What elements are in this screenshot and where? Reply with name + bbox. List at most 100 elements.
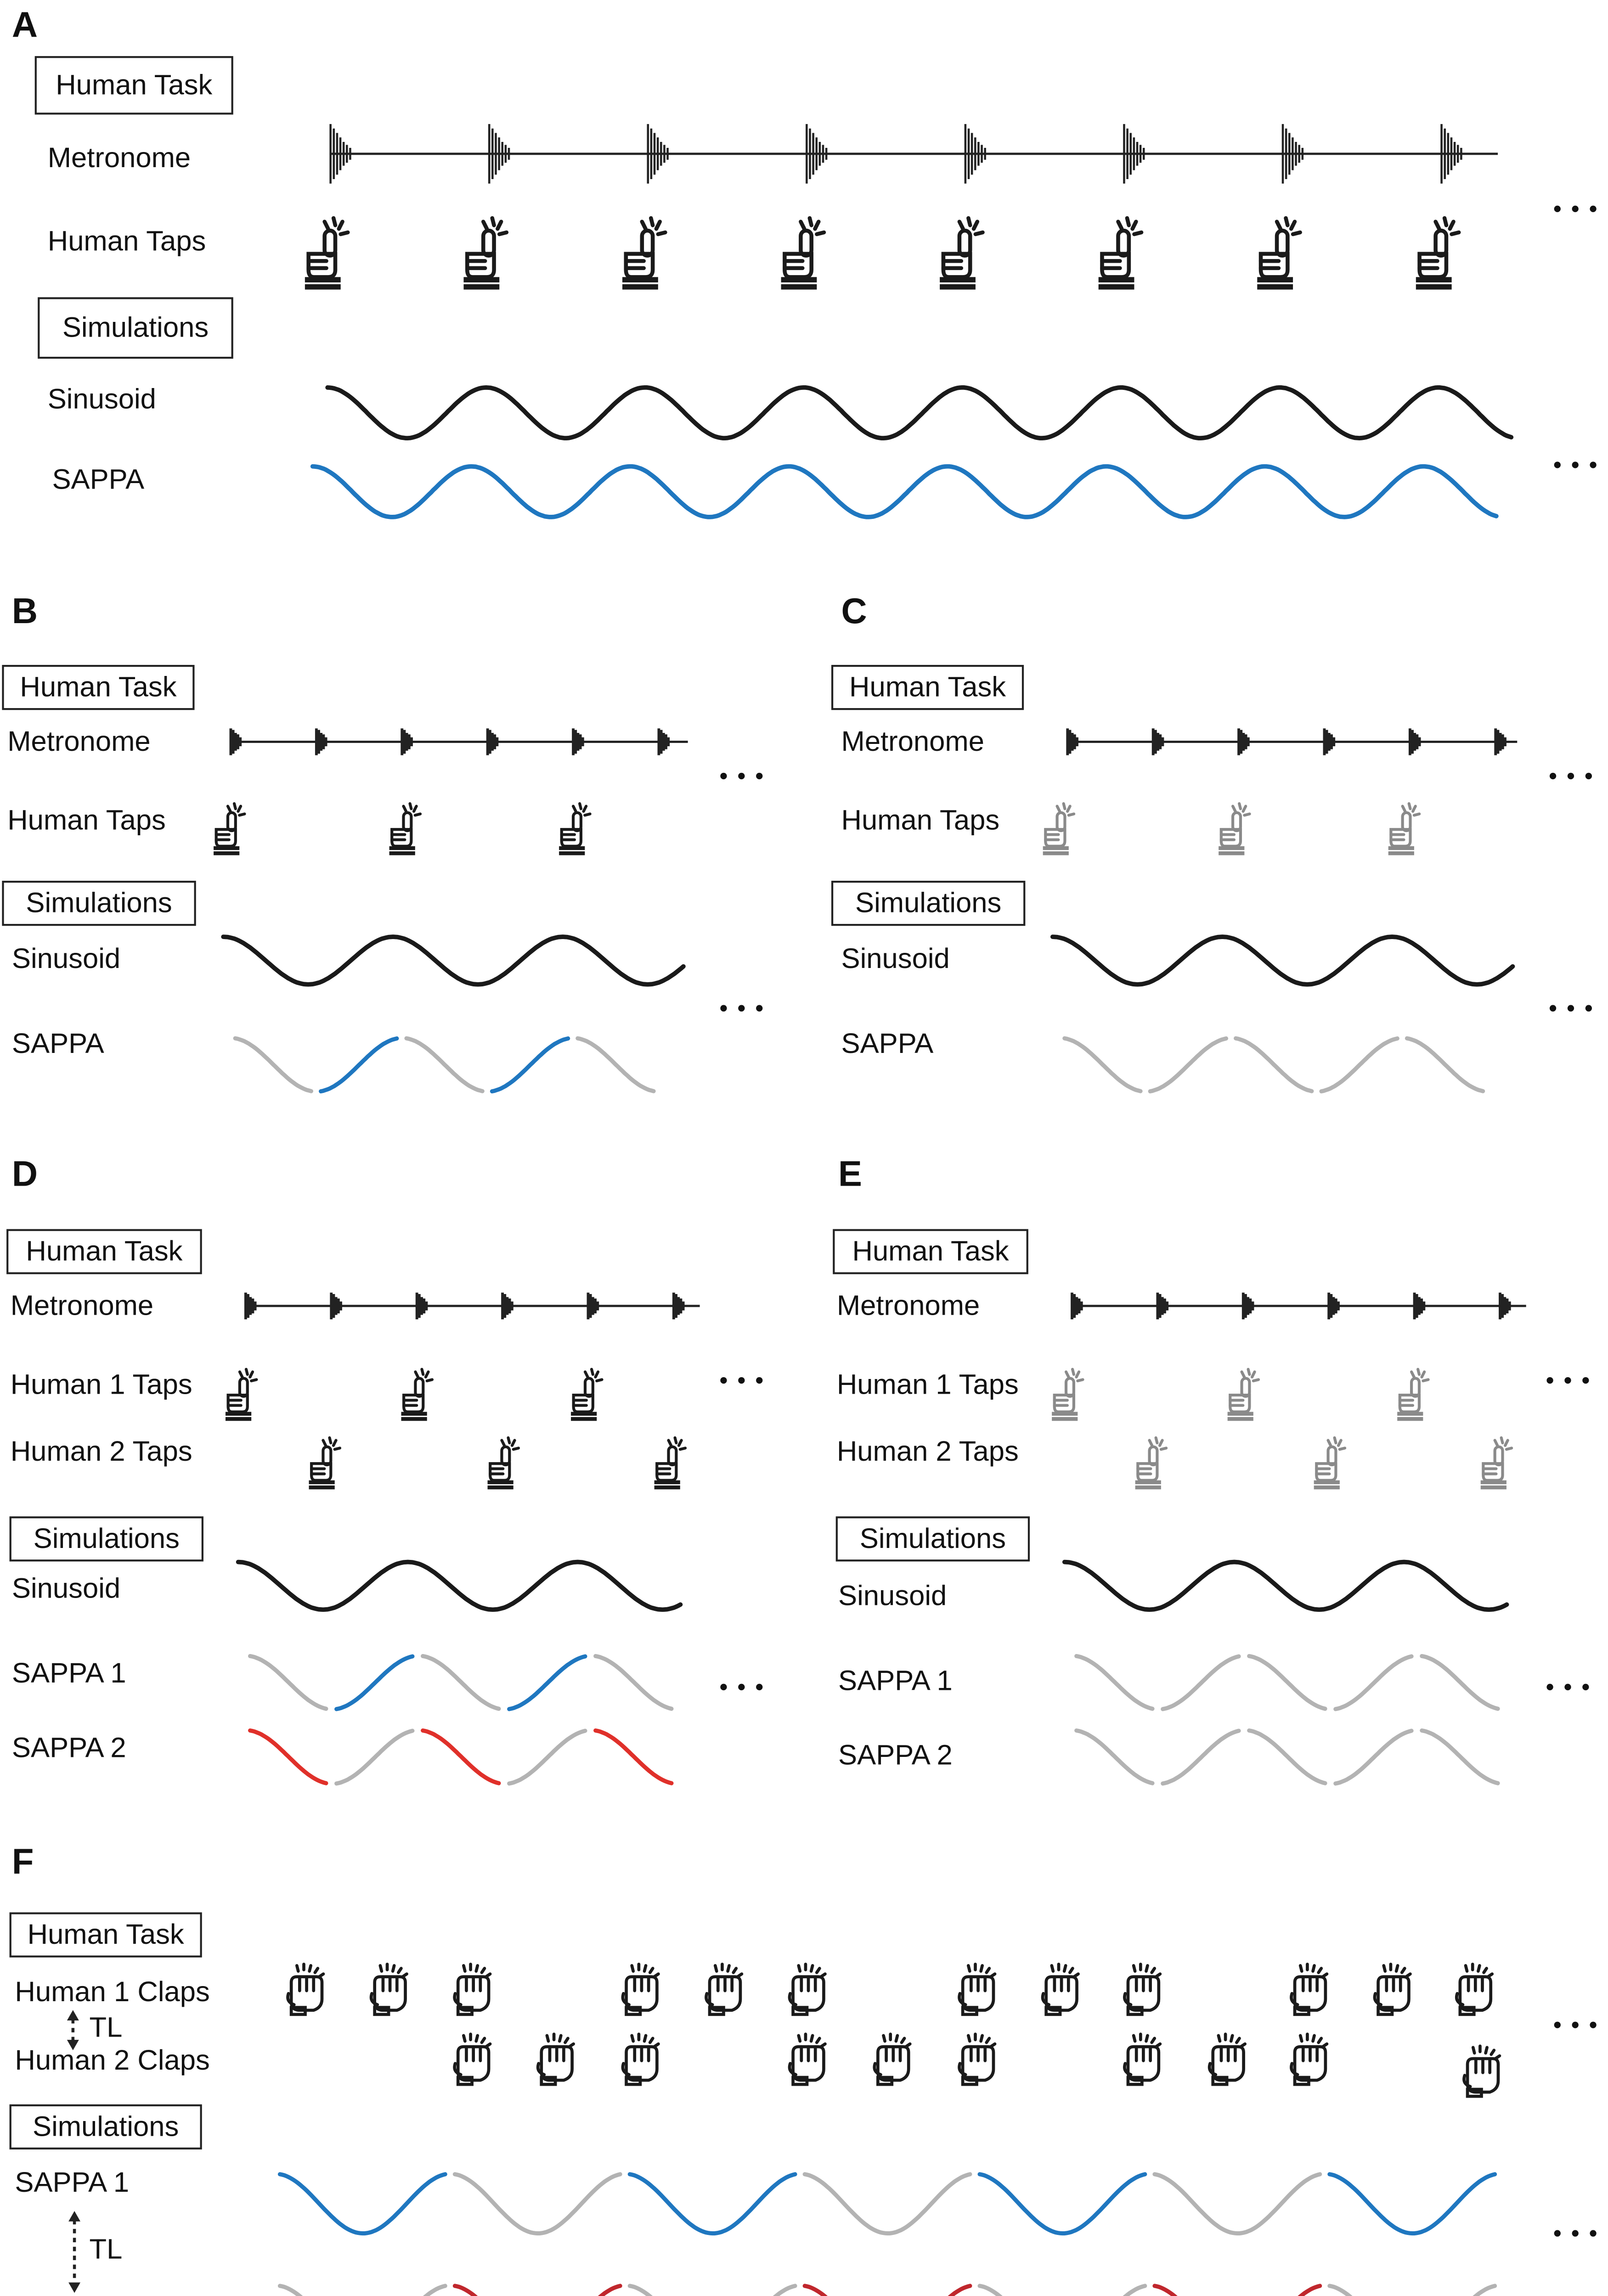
ellipsis-dot: [756, 772, 763, 780]
label: SAPPA 2: [838, 1739, 953, 1771]
label: Human 1 Taps: [11, 1368, 192, 1400]
clap-icon: [455, 1964, 490, 2014]
clap-icon: [1456, 1964, 1492, 2014]
ellipsis-dot: [1590, 2230, 1597, 2237]
wave: [452, 2284, 622, 2296]
wave: [507, 1728, 587, 1786]
ellipsis-dot: [1585, 772, 1592, 780]
label: Human 2 Taps: [11, 1435, 192, 1467]
wave: [1062, 1036, 1143, 1093]
ellipsis-dot: [720, 1377, 727, 1384]
ellipsis-dot: [1572, 205, 1579, 213]
label: TL: [90, 2234, 123, 2265]
wave: [1333, 1728, 1414, 1786]
wave: [1074, 1654, 1155, 1711]
arrow-head: [67, 2040, 79, 2050]
ellipsis-dot: [1572, 2021, 1579, 2028]
panel-label: D: [12, 1154, 38, 1194]
label: Human 2 Claps: [15, 2044, 209, 2076]
wave: [1234, 1036, 1314, 1093]
tap-icon: [389, 804, 420, 855]
box-label: Simulations: [855, 887, 1001, 919]
tap-icon: [214, 804, 244, 855]
box-label: Simulations: [33, 2110, 179, 2142]
ellipsis-dot: [1582, 1683, 1589, 1690]
ellipsis-dot: [1564, 1377, 1571, 1384]
wave: [236, 1559, 683, 1612]
wave: [1319, 1036, 1399, 1094]
wave: [593, 1654, 674, 1711]
tap-icon: [226, 1369, 256, 1421]
label-box: [831, 881, 1026, 926]
label-box: [833, 1229, 1028, 1274]
label-box: [9, 1912, 202, 1958]
panel-label: F: [12, 1842, 34, 1881]
wave: [452, 2172, 622, 2236]
tap-icon: [1099, 218, 1141, 290]
label: Human 2 Taps: [837, 1435, 1019, 1467]
box-label: Human Task: [28, 1919, 184, 1950]
ellipsis-dot: [720, 772, 727, 780]
box-label: Human Task: [26, 1235, 182, 1267]
clap-icon: [538, 2034, 573, 2084]
label-box: [2, 664, 195, 710]
wave: [421, 1654, 501, 1711]
wave: [1050, 934, 1515, 987]
wave: [221, 934, 686, 987]
tap-icon: [559, 804, 590, 855]
wave: [575, 1036, 656, 1093]
ellipsis-dot: [1572, 461, 1579, 468]
label: SAPPA: [841, 1028, 934, 1059]
tap-icon: [309, 1438, 340, 1489]
label: Human Taps: [48, 225, 206, 257]
wave: [1062, 1559, 1509, 1612]
box-label: Human Task: [56, 69, 212, 101]
wave: [977, 2172, 1147, 2236]
tap-icon: [305, 218, 348, 290]
label: SAPPA 1: [15, 2167, 129, 2198]
wave: [1327, 2172, 1497, 2236]
wave: [248, 1728, 328, 1785]
wave: [233, 1036, 314, 1093]
wave: [334, 1728, 415, 1786]
tap-icon: [1135, 1438, 1166, 1489]
ellipsis-dot: [756, 1683, 763, 1690]
label: Sinusoid: [841, 943, 950, 974]
label: Sinusoid: [12, 943, 120, 974]
wave: [1152, 2284, 1322, 2296]
label: Human 1 Claps: [15, 1976, 209, 2008]
wave: [1247, 1728, 1327, 1785]
box-label: Simulations: [26, 887, 172, 919]
wave: [1420, 1728, 1500, 1785]
ellipsis-dot: [738, 1377, 745, 1384]
clap-icon: [790, 2034, 825, 2084]
wave: [1161, 1728, 1241, 1786]
label: Metronome: [11, 1289, 153, 1321]
clap-icon: [1124, 1964, 1160, 2014]
wave: [1148, 1036, 1229, 1094]
label: SAPPA: [52, 463, 144, 495]
clap-icon: [623, 2034, 658, 2084]
clap-icon: [1209, 2034, 1245, 2084]
ellipsis-dot: [1554, 205, 1561, 213]
wave: [404, 1036, 485, 1093]
label-box: [9, 2104, 202, 2150]
tap-icon: [1043, 804, 1074, 855]
ellipsis-dot: [1546, 1377, 1553, 1384]
clap-icon: [959, 2034, 995, 2084]
tap-icon: [401, 1369, 432, 1421]
panel-label: E: [838, 1154, 862, 1194]
wave: [490, 1036, 570, 1094]
box-label: Simulations: [860, 1523, 1006, 1554]
wave: [1333, 1654, 1414, 1711]
wave: [977, 2284, 1147, 2296]
tap-icon: [1314, 1438, 1345, 1489]
arrow-head: [67, 2010, 79, 2020]
panel-label: C: [841, 591, 867, 631]
wave: [627, 2284, 797, 2296]
wave: [1247, 1654, 1327, 1711]
ellipsis-dot: [720, 1005, 727, 1012]
wave: [802, 2284, 972, 2296]
